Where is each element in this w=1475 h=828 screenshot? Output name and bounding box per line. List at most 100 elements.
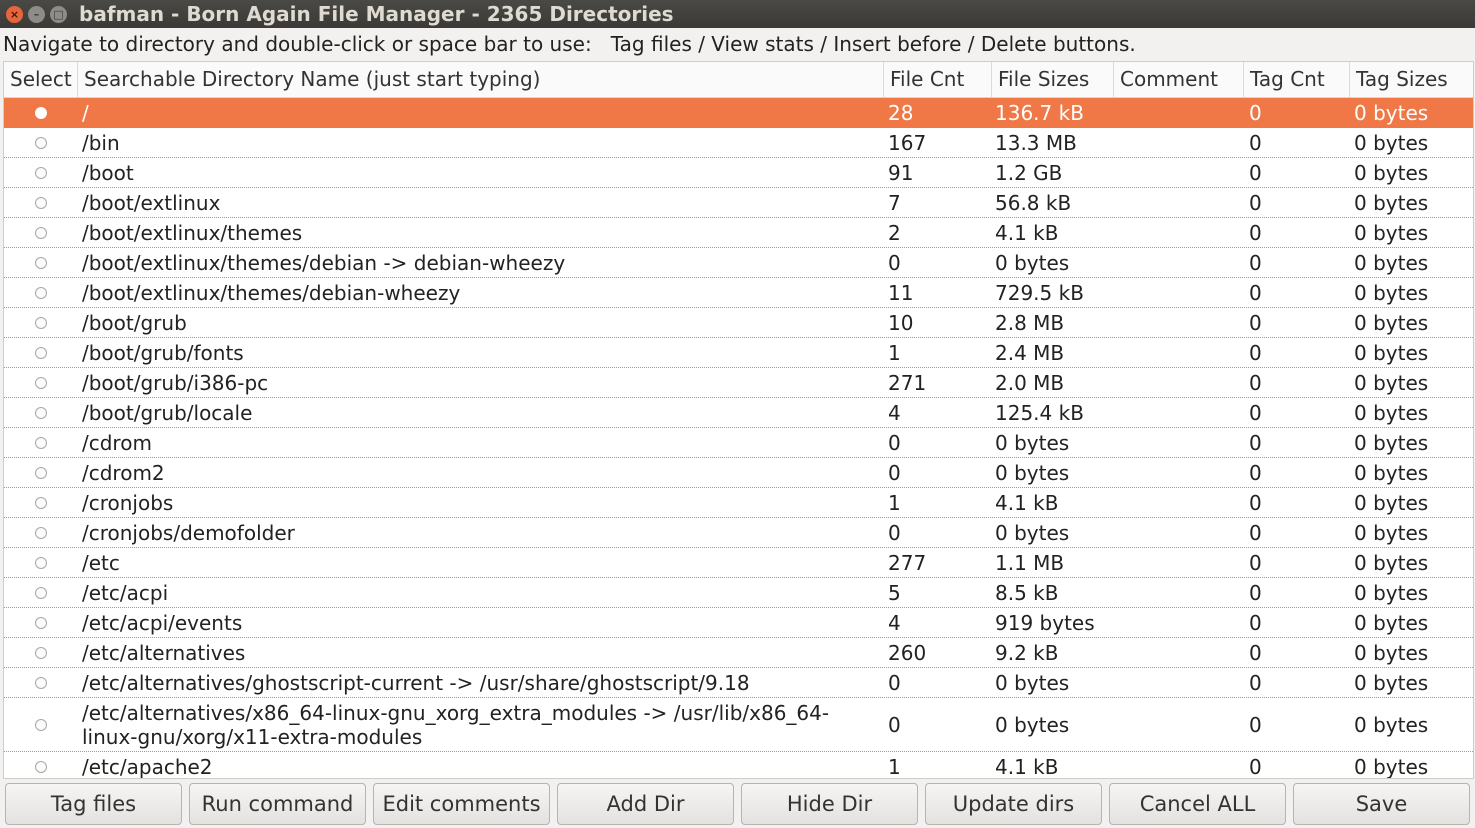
tag-sizes-cell: 0 bytes xyxy=(1354,310,1429,335)
select-radio[interactable] xyxy=(35,556,47,569)
select-radio[interactable] xyxy=(35,256,47,269)
comment-cell xyxy=(1114,578,1244,607)
column-header-tag-sizes[interactable]: Tag Sizes xyxy=(1356,67,1448,91)
comment-cell xyxy=(1114,638,1244,667)
table-row[interactable]: /boot/grub/i386-pc 271 2.0 MB 0 0 bytes xyxy=(4,368,1473,398)
run-command-button[interactable]: Run command xyxy=(189,783,366,825)
select-radio[interactable] xyxy=(35,466,47,479)
file-cnt-cell: 271 xyxy=(888,370,927,395)
close-icon[interactable]: × xyxy=(6,5,23,23)
tag-sizes-cell: 0 bytes xyxy=(1354,370,1429,395)
column-header-select[interactable]: Select xyxy=(4,62,78,97)
table-row[interactable]: /boot/grub/fonts 1 2.4 MB 0 0 bytes xyxy=(4,338,1473,368)
directory-table[interactable]: Select Searchable Directory Name (just s… xyxy=(3,61,1474,779)
tag-sizes-cell: 0 bytes xyxy=(1354,130,1429,155)
table-row[interactable]: /cronjobs 1 4.1 kB 0 0 bytes xyxy=(4,488,1473,518)
column-header-tag-cnt[interactable]: Tag Cnt xyxy=(1244,62,1350,97)
select-radio[interactable] xyxy=(35,646,47,659)
select-radio[interactable] xyxy=(35,406,47,419)
comment-cell xyxy=(1114,338,1244,367)
tag-cnt-cell: 0 xyxy=(1249,220,1262,245)
tag-sizes-cell: 0 bytes xyxy=(1354,220,1429,245)
select-radio[interactable] xyxy=(35,166,47,179)
select-radio[interactable] xyxy=(35,718,47,731)
table-row[interactable]: /boot 91 1.2 GB 0 0 bytes xyxy=(4,158,1473,188)
column-header-directory-name[interactable]: Searchable Directory Name (just start ty… xyxy=(78,62,884,97)
table-row[interactable]: /cronjobs/demofolder 0 0 bytes 0 0 bytes xyxy=(4,518,1473,548)
tag-sizes-cell: 0 bytes xyxy=(1354,712,1429,737)
table-row[interactable]: /boot/extlinux/themes 2 4.1 kB 0 0 bytes xyxy=(4,218,1473,248)
table-row[interactable]: /bin 167 13.3 MB 0 0 bytes xyxy=(4,128,1473,158)
table-row[interactable]: /boot/extlinux 7 56.8 kB 0 0 bytes xyxy=(4,188,1473,218)
select-radio[interactable] xyxy=(35,316,47,329)
file-cnt-cell: 11 xyxy=(888,280,914,305)
table-row[interactable]: /cdrom2 0 0 bytes 0 0 bytes xyxy=(4,458,1473,488)
select-radio[interactable] xyxy=(35,196,47,209)
file-cnt-cell: 4 xyxy=(888,400,901,425)
tag-cnt-cell: 0 xyxy=(1249,400,1262,425)
table-row[interactable]: /boot/grub/locale 4 125.4 kB 0 0 bytes xyxy=(4,398,1473,428)
select-radio[interactable] xyxy=(35,346,47,359)
tag-cnt-cell: 0 xyxy=(1249,340,1262,365)
select-radio[interactable] xyxy=(35,760,47,773)
file-sizes-cell: 0 bytes xyxy=(995,430,1070,455)
maximize-icon[interactable]: □ xyxy=(50,5,67,23)
tag-sizes-cell: 0 bytes xyxy=(1354,610,1429,635)
select-radio[interactable] xyxy=(35,526,47,539)
cancel-all-button[interactable]: Cancel ALL xyxy=(1109,783,1286,825)
file-sizes-cell: 56.8 kB xyxy=(995,190,1072,215)
tag-cnt-cell: 0 xyxy=(1249,250,1262,275)
table-row[interactable]: /etc/alternatives/x86_64-linux-gnu_xorg_… xyxy=(4,698,1473,752)
select-radio[interactable] xyxy=(35,436,47,449)
tag-cnt-cell: 0 xyxy=(1249,460,1262,485)
select-radio[interactable] xyxy=(35,286,47,299)
table-row[interactable]: /boot/grub 10 2.8 MB 0 0 bytes xyxy=(4,308,1473,338)
table-row[interactable]: /boot/extlinux/themes/debian -> debian-w… xyxy=(4,248,1473,278)
select-radio[interactable] xyxy=(35,376,47,389)
hide-dir-button[interactable]: Hide Dir xyxy=(741,783,918,825)
select-radio[interactable] xyxy=(35,496,47,509)
table-row[interactable]: /etc/acpi/events 4 919 bytes 0 0 bytes xyxy=(4,608,1473,638)
file-cnt-cell: 0 xyxy=(888,670,901,695)
select-radio[interactable] xyxy=(35,106,47,119)
tag-cnt-cell: 0 xyxy=(1249,310,1262,335)
table-row[interactable]: / 28 136.7 kB 0 0 bytes xyxy=(4,98,1473,128)
edit-comments-button[interactable]: Edit comments xyxy=(373,783,550,825)
file-cnt-cell: 10 xyxy=(888,310,914,335)
add-dir-button[interactable]: Add Dir xyxy=(557,783,734,825)
select-radio[interactable] xyxy=(35,226,47,239)
directory-name-cell: /etc xyxy=(82,550,120,575)
file-sizes-cell: 4.1 kB xyxy=(995,490,1059,515)
save-button[interactable]: Save xyxy=(1293,783,1470,825)
file-cnt-cell: 1 xyxy=(888,754,901,779)
table-row[interactable]: /etc/alternatives 260 9.2 kB 0 0 bytes xyxy=(4,638,1473,668)
directory-name-cell: /boot/grub/locale xyxy=(82,400,253,425)
column-header-file-cnt[interactable]: File Cnt xyxy=(884,62,992,97)
table-row[interactable]: /etc 277 1.1 MB 0 0 bytes xyxy=(4,548,1473,578)
instructions-label: Navigate to directory and double-click o… xyxy=(3,32,1136,56)
minimize-icon[interactable]: – xyxy=(28,5,45,23)
file-cnt-cell: 167 xyxy=(888,130,927,155)
select-radio[interactable] xyxy=(35,616,47,629)
comment-cell xyxy=(1114,158,1244,187)
comment-cell xyxy=(1114,98,1244,127)
table-row[interactable]: /etc/apache2 1 4.1 kB 0 0 bytes xyxy=(4,752,1473,779)
update-dirs-button[interactable]: Update dirs xyxy=(925,783,1102,825)
select-radio[interactable] xyxy=(35,676,47,689)
tag-cnt-cell: 0 xyxy=(1249,754,1262,779)
column-header-file-sizes[interactable]: File Sizes xyxy=(992,62,1114,97)
table-row[interactable]: /etc/acpi 5 8.5 kB 0 0 bytes xyxy=(4,578,1473,608)
table-row[interactable]: /cdrom 0 0 bytes 0 0 bytes xyxy=(4,428,1473,458)
select-radio[interactable] xyxy=(35,586,47,599)
directory-name-cell: /boot/extlinux/themes/debian-wheezy xyxy=(82,280,461,305)
tag-files-button[interactable]: Tag files xyxy=(5,783,182,825)
directory-name-cell: /boot/extlinux/themes xyxy=(82,220,303,245)
file-sizes-cell: 8.5 kB xyxy=(995,580,1059,605)
select-radio[interactable] xyxy=(35,136,47,149)
tag-sizes-cell: 0 bytes xyxy=(1354,100,1429,125)
column-header-comment[interactable]: Comment xyxy=(1114,62,1244,97)
table-row[interactable]: /etc/alternatives/ghostscript-current ->… xyxy=(4,668,1473,698)
table-header: Select Searchable Directory Name (just s… xyxy=(4,62,1473,98)
table-row[interactable]: /boot/extlinux/themes/debian-wheezy 11 729… xyxy=(4,278,1473,308)
directory-name-cell: /etc/apache2 xyxy=(82,754,213,779)
